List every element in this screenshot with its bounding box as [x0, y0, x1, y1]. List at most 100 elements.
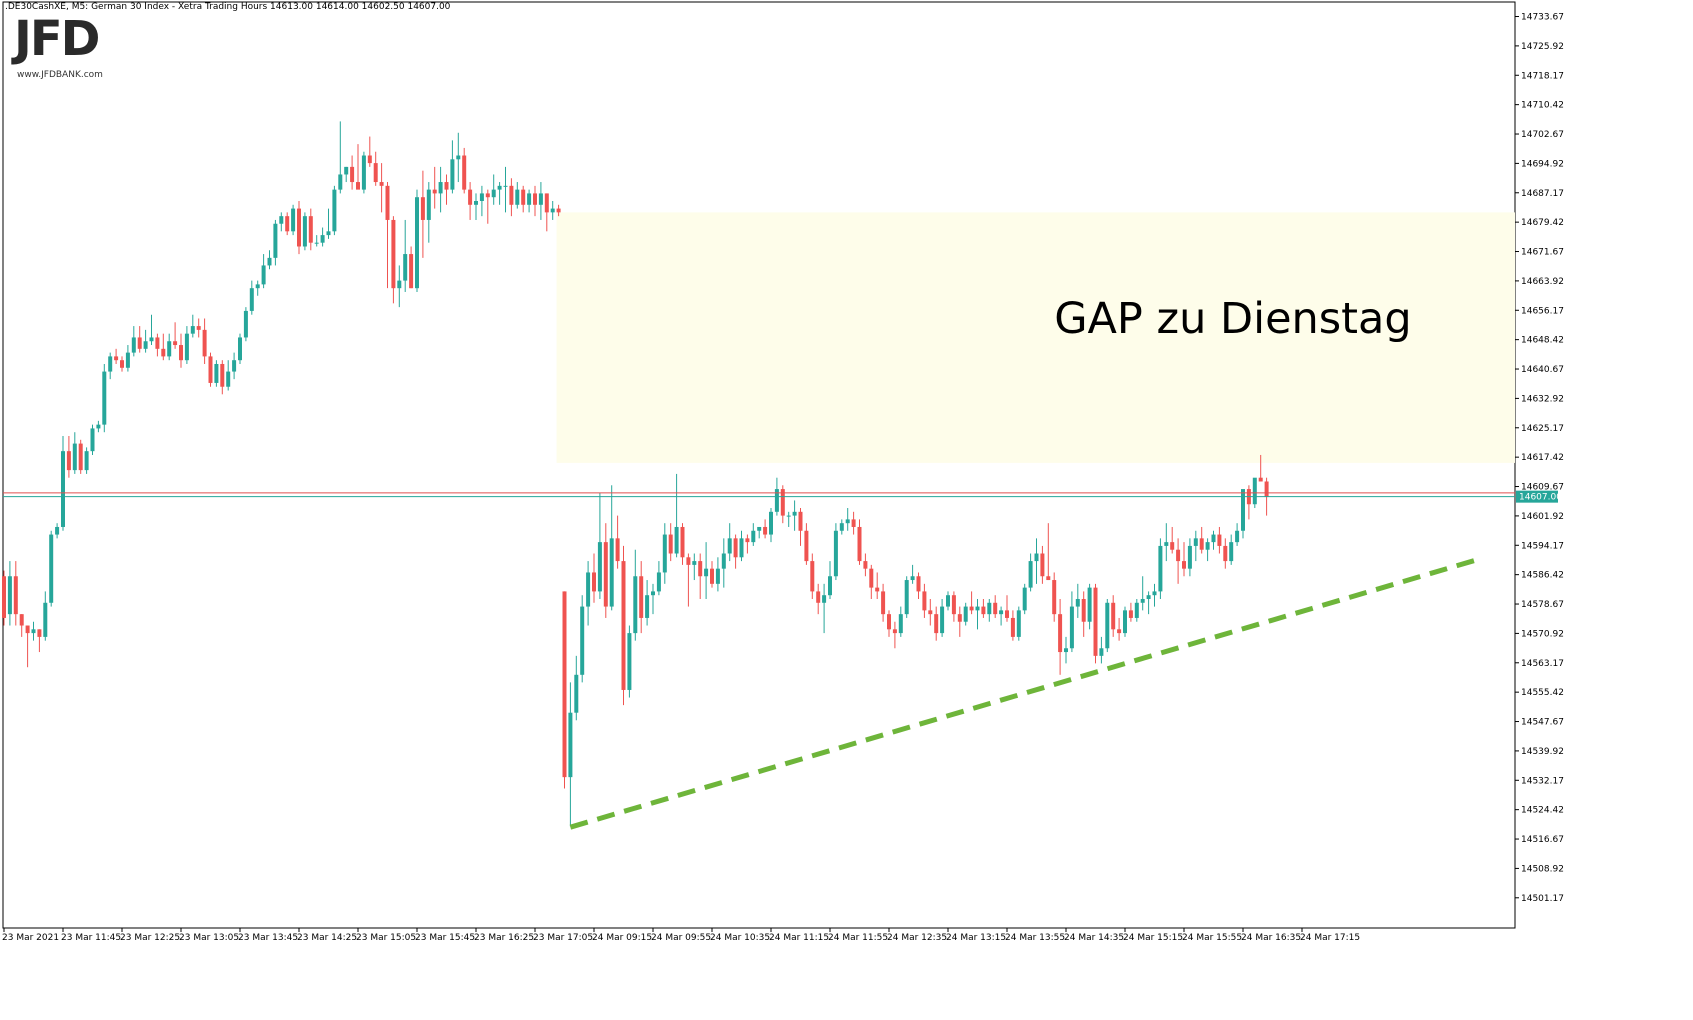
x-tick-label: 24 Mar 13:15 [946, 933, 1006, 943]
candle-body [161, 348, 166, 357]
candle-body [798, 511, 803, 531]
candle [892, 621, 897, 649]
y-tick-label: 14725.92 [1521, 42, 1564, 52]
candle [1164, 523, 1169, 562]
candle-body [25, 625, 30, 634]
candle [769, 508, 773, 543]
candle [497, 182, 502, 205]
candle [580, 595, 585, 683]
candle-body [857, 526, 862, 562]
candle-body [1158, 545, 1163, 592]
candle [350, 155, 355, 190]
candle [320, 227, 325, 247]
candle [544, 193, 549, 232]
x-tick-label: 23 Mar 15:05 [356, 933, 416, 943]
candle-body [125, 352, 130, 368]
candle-body [875, 587, 880, 592]
candle [721, 538, 726, 588]
candle [592, 553, 596, 603]
candle [1010, 610, 1015, 641]
candle-body [291, 208, 296, 232]
candle-body [7, 576, 12, 615]
candle [816, 583, 821, 615]
candle [533, 185, 537, 217]
y-tick-label: 14687.17 [1521, 189, 1564, 199]
candle [851, 511, 856, 535]
candle-body [975, 606, 980, 611]
y-tick-label: 14733.67 [1521, 13, 1564, 23]
candle-body [987, 602, 992, 615]
x-tick-label: 24 Mar 12:35 [887, 933, 947, 943]
candle-body [568, 712, 573, 778]
candle-body [1093, 587, 1098, 656]
y-tick-label: 14694.92 [1521, 159, 1564, 169]
candle [869, 564, 874, 599]
candle [361, 151, 366, 194]
candle-body [350, 166, 355, 183]
candle-body [13, 576, 18, 615]
plot-frame [2, 1, 1516, 929]
y-axis: 14733.67 14725.92 14718.17 14710.42 14702.67… [1515, 13, 1564, 904]
candle-body [462, 155, 467, 190]
candle [1241, 489, 1245, 539]
candle-body [55, 526, 60, 535]
candle [934, 606, 939, 641]
y-tick-label: 14656.17 [1521, 306, 1564, 316]
y-tick-label: 14702.67 [1521, 130, 1564, 140]
candle-body [515, 189, 520, 205]
candle [84, 447, 89, 474]
x-tick-label: 23 Mar 15:45 [415, 933, 475, 943]
candle [438, 166, 443, 213]
y-tick-label: 14640.67 [1521, 365, 1564, 375]
candle-body [338, 174, 343, 190]
x-tick-label: 24 Mar 16:35 [1241, 933, 1301, 943]
candle-body [580, 606, 585, 675]
candle-body [615, 538, 620, 562]
candle-body [37, 629, 42, 637]
x-tick-label: 23 Mar 14:25 [297, 933, 357, 943]
candle [999, 606, 1004, 626]
candle [668, 523, 673, 562]
candle-body [521, 189, 526, 205]
candle [1182, 542, 1186, 577]
y-tick-label: 14524.42 [1521, 806, 1564, 816]
candle [43, 591, 48, 641]
candle [698, 553, 703, 599]
candle [963, 602, 968, 626]
candle [550, 200, 555, 220]
candle [279, 212, 284, 232]
candle [456, 132, 461, 183]
candle-body [96, 424, 101, 429]
candle [1258, 454, 1263, 482]
candle-body [1123, 610, 1127, 634]
x-tick-label: 23 Mar 13:05 [179, 933, 239, 943]
candle [786, 511, 791, 527]
candle [1128, 602, 1133, 622]
candle-body [533, 193, 537, 205]
candle-body [61, 451, 65, 527]
candle [1016, 606, 1021, 641]
candle [184, 326, 189, 364]
candle-body [851, 519, 856, 527]
candle [1140, 576, 1145, 611]
candle [397, 265, 402, 308]
candle [887, 610, 891, 637]
gap-annotation: GAP zu Dienstag [1054, 294, 1412, 345]
candle-body [969, 606, 974, 611]
candle-body [757, 526, 762, 531]
candle-body [1152, 591, 1157, 596]
candle [556, 204, 561, 217]
candle-body [639, 576, 644, 618]
candle-body [656, 572, 661, 592]
candle [910, 564, 915, 584]
candle-body [627, 633, 632, 690]
candle [833, 523, 838, 581]
candle-body [196, 326, 201, 330]
price-lines-layer [3, 492, 1515, 498]
x-tick-label: 24 Mar 15:55 [1182, 933, 1242, 943]
candle-body [167, 341, 172, 357]
candle [326, 208, 331, 239]
symbol-header: .DE30CashXE, M5: German 30 Index - Xetra… [5, 2, 451, 12]
candle-body [1199, 538, 1204, 550]
